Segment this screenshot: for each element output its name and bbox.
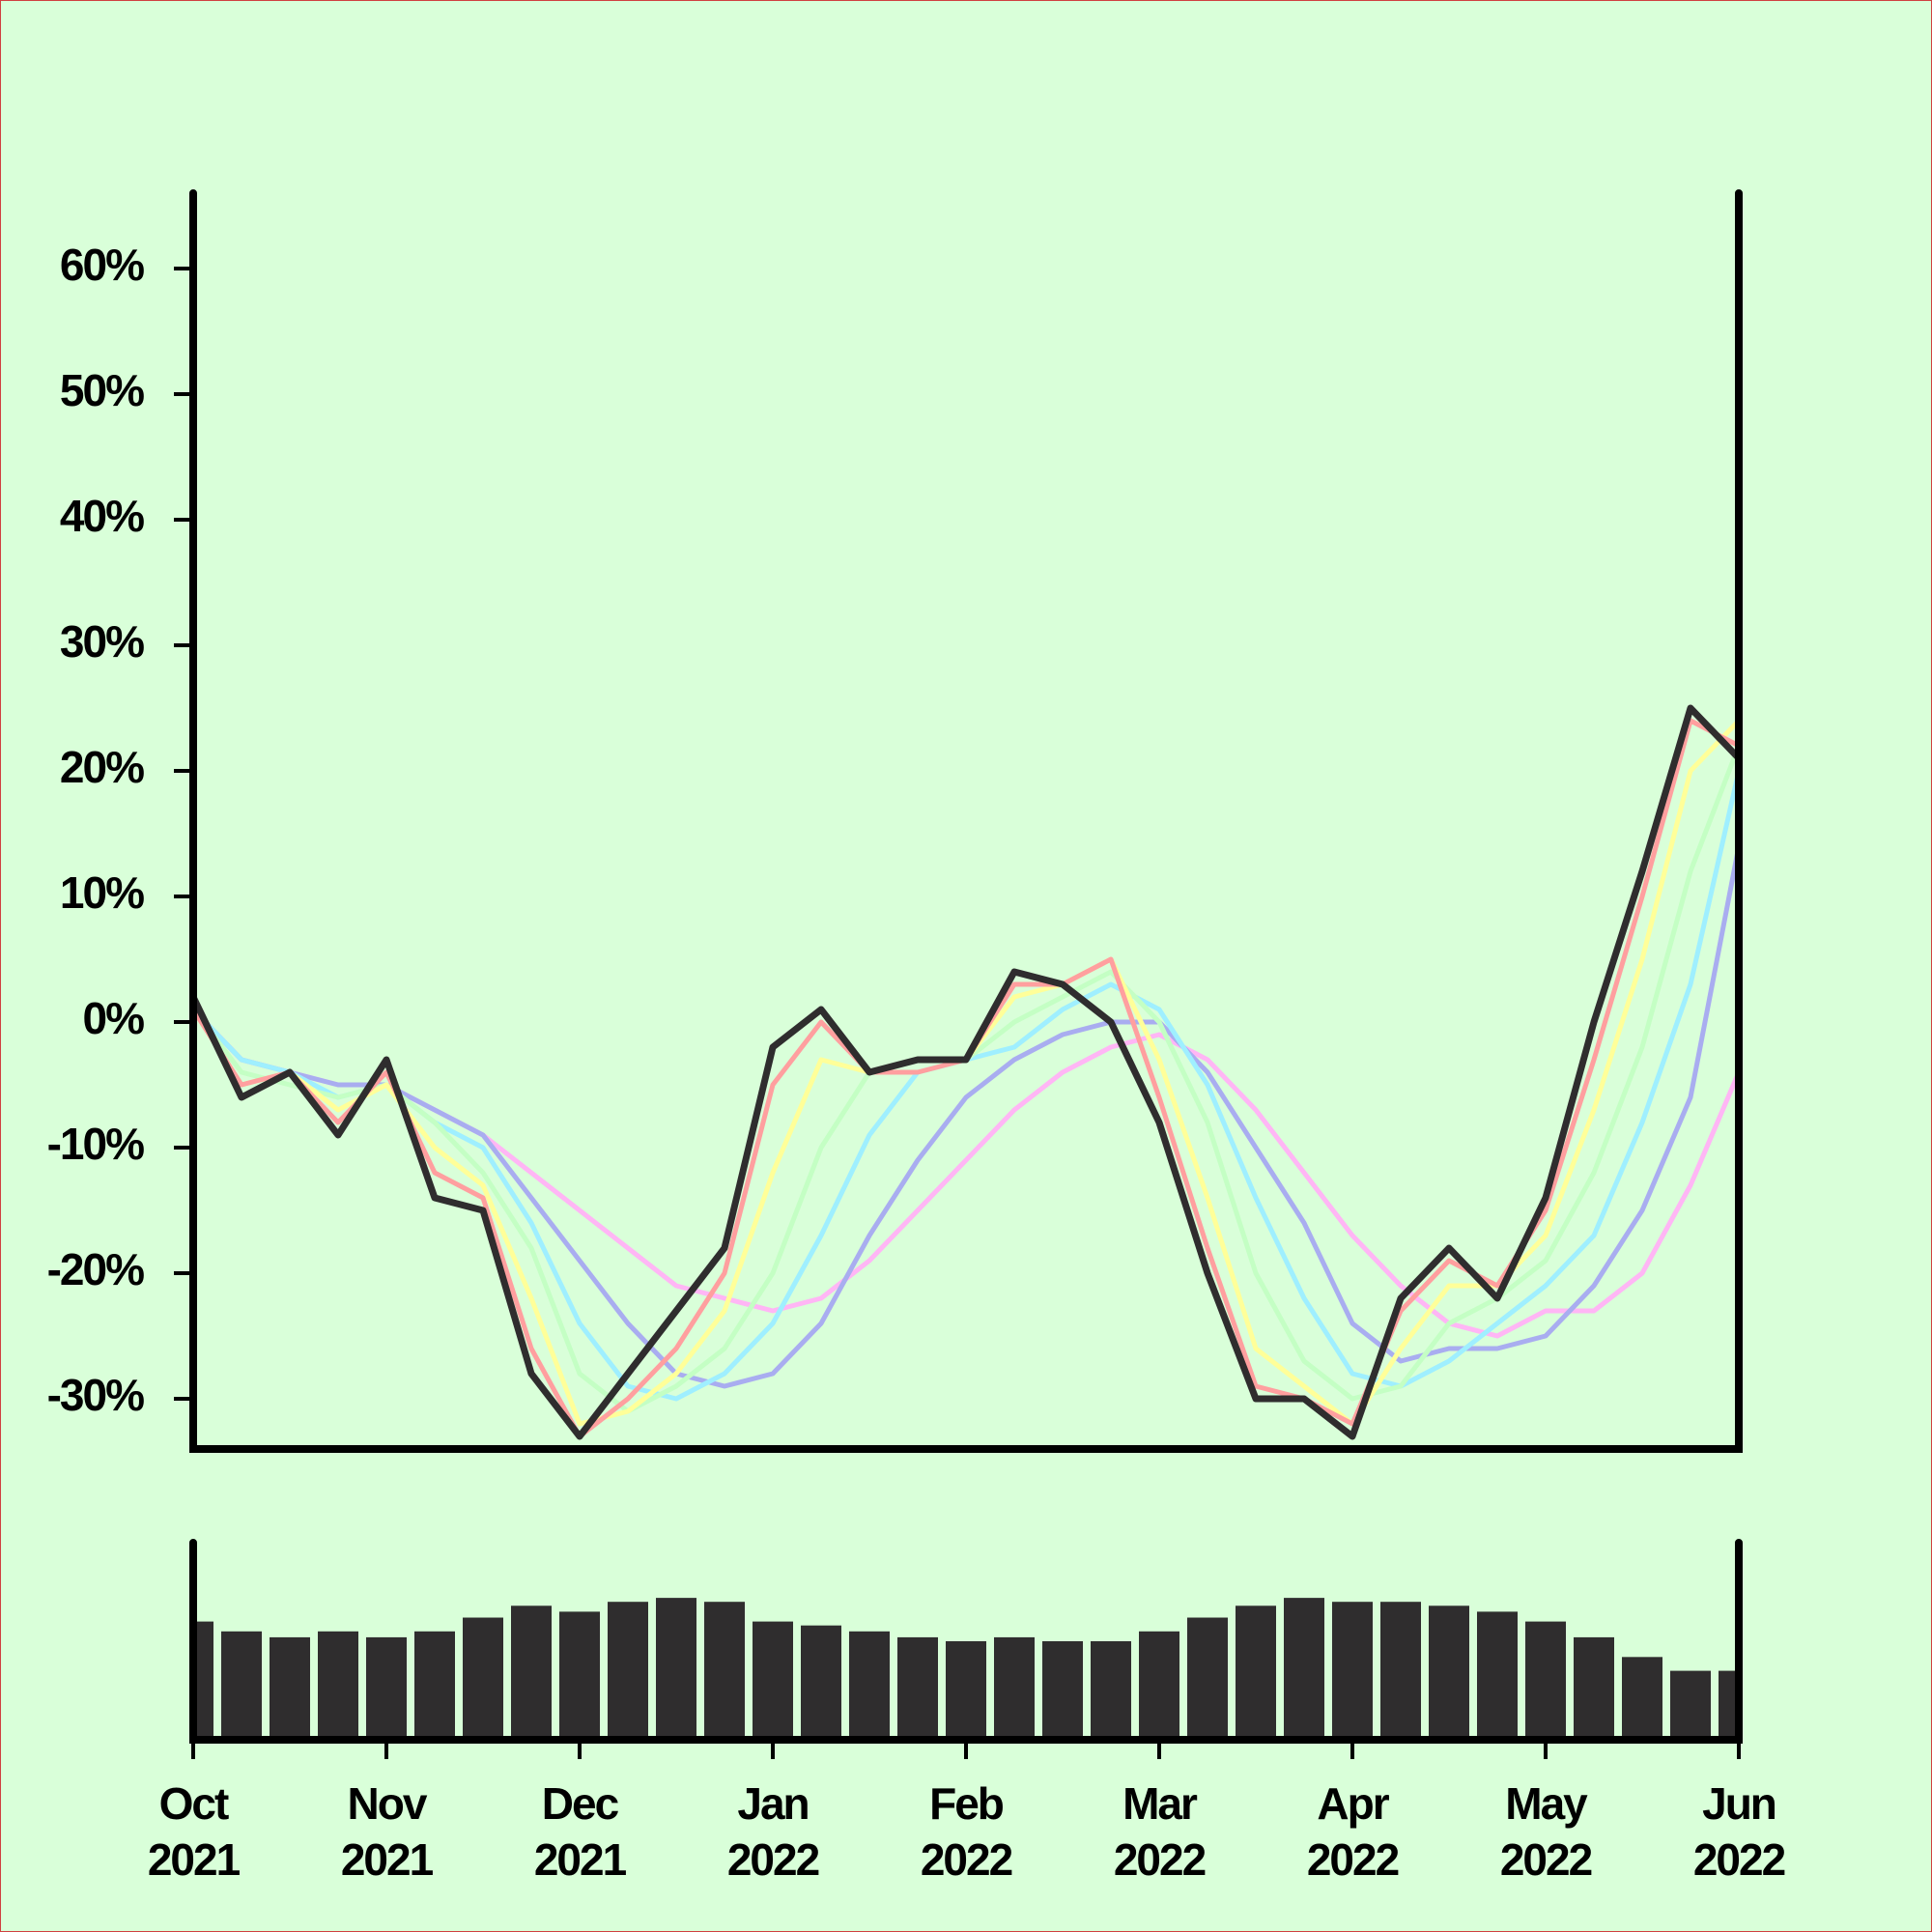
volume-bar	[897, 1636, 938, 1740]
volume-bar	[1429, 1605, 1469, 1740]
volume-bar	[1139, 1631, 1179, 1740]
volume-bar	[193, 1621, 213, 1740]
volume-bar	[1091, 1641, 1131, 1740]
y-tick-label: 50%	[60, 365, 144, 415]
y-tick-label: 30%	[60, 616, 144, 667]
volume-bar	[270, 1636, 310, 1740]
volume-bar	[1622, 1657, 1662, 1740]
volume-bar	[414, 1631, 455, 1740]
moving-average-line	[193, 845, 1739, 1389]
x-tick-label: Feb 2022	[920, 1778, 1013, 1885]
y-tick-label: -10%	[47, 1119, 144, 1169]
volume-bar	[1574, 1636, 1614, 1740]
volume-plot	[193, 1598, 1739, 1740]
moving-average-line	[193, 745, 1739, 1414]
x-tick-label: Dec 2021	[533, 1778, 627, 1885]
x-tick-label: Oct 2021	[147, 1778, 241, 1885]
volume-bar	[1380, 1602, 1421, 1740]
volume-bar	[1525, 1621, 1566, 1740]
volume-bar	[704, 1602, 745, 1740]
volume-bar	[1042, 1641, 1083, 1740]
y-tick-label: 40%	[60, 491, 144, 541]
volume-bar	[1332, 1602, 1373, 1740]
volume-bar	[463, 1617, 503, 1740]
y-tick-label: 0%	[83, 993, 145, 1043]
moving-average-line	[193, 770, 1739, 1402]
x-tick-label: May 2022	[1499, 1778, 1593, 1885]
x-tick-label: Jun 2022	[1692, 1778, 1786, 1885]
y-tick-label: -20%	[47, 1244, 144, 1294]
volume-bar	[801, 1625, 841, 1740]
volume-bar	[318, 1631, 358, 1740]
y-tick-label: 10%	[60, 867, 144, 918]
volume-bar	[1284, 1598, 1324, 1740]
volume-bar	[1670, 1670, 1711, 1740]
volume-bar	[1719, 1670, 1739, 1740]
price-line	[193, 704, 1739, 1440]
price-plot	[193, 704, 1739, 1440]
y-tick-label: -30%	[47, 1370, 144, 1420]
x-tick-label: Apr 2022	[1306, 1778, 1400, 1885]
volume-bar	[946, 1641, 986, 1740]
y-tick-label: 60%	[60, 240, 144, 290]
x-tick-label: Mar 2022	[1113, 1778, 1207, 1885]
volume-bar	[608, 1602, 648, 1740]
volume-bar	[994, 1636, 1035, 1740]
volume-bar	[559, 1611, 600, 1740]
volume-bar	[753, 1621, 793, 1740]
volume-bar	[221, 1631, 262, 1740]
volume-bar	[1187, 1617, 1228, 1740]
volume-bar	[656, 1598, 696, 1740]
y-tick-label: 20%	[60, 742, 144, 792]
volume-bar	[1236, 1605, 1276, 1740]
x-tick-label: Jan 2022	[726, 1778, 820, 1885]
x-tick-label: Nov 2021	[340, 1778, 434, 1885]
volume-bar	[849, 1631, 890, 1740]
price-axes-frame	[189, 189, 1743, 1453]
volume-bar	[366, 1636, 407, 1740]
axes	[189, 189, 1743, 1744]
volume-bar	[511, 1605, 552, 1740]
volume-bar	[1477, 1611, 1518, 1740]
